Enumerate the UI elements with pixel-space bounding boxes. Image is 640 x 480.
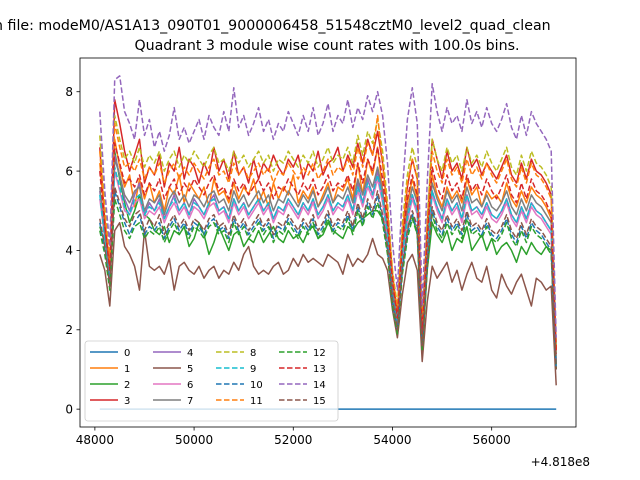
x-tick-label: 54000 — [373, 433, 411, 447]
legend-label-2: 2 — [124, 380, 130, 391]
series-line-12 — [99, 198, 557, 370]
series-line-14 — [99, 75, 557, 338]
series-line-3 — [99, 98, 557, 350]
y-tick-label: 2 — [65, 323, 73, 337]
legend-label-4: 4 — [187, 348, 193, 359]
x-tick-label: 56000 — [473, 433, 511, 447]
series-line-1 — [99, 138, 557, 354]
legend-label-3: 3 — [124, 396, 130, 407]
legend-box — [84, 340, 339, 422]
axes-frame — [79, 57, 577, 428]
legend-label-13: 13 — [313, 364, 326, 375]
legend-label-10: 10 — [250, 380, 263, 391]
legend-label-5: 5 — [187, 364, 193, 375]
y-tick-label: 0 — [65, 402, 73, 416]
legend-label-11: 11 — [250, 396, 263, 407]
legend-label-14: 14 — [313, 380, 326, 391]
legend-label-8: 8 — [250, 348, 256, 359]
series-line-4 — [99, 154, 557, 362]
series-line-15 — [99, 186, 557, 370]
series-line-6 — [99, 170, 557, 366]
series-line-7 — [99, 158, 557, 362]
series-line-10 — [99, 190, 557, 370]
legend-label-15: 15 — [313, 396, 326, 407]
series-line-9 — [99, 166, 557, 366]
legend-label-7: 7 — [187, 396, 193, 407]
legend-label-0: 0 — [124, 348, 130, 359]
y-tick-label: 8 — [65, 85, 73, 99]
legend-label-1: 1 — [124, 364, 130, 375]
x-offset-label: +4.818e8 — [531, 455, 590, 469]
series-line-11 — [99, 114, 557, 350]
plot-area: 48000 50000 52000 54000 56000024680123456789… — [65, 57, 577, 447]
y-tick-label: 4 — [65, 244, 73, 258]
series-line-13 — [99, 142, 557, 354]
legend-label-9: 9 — [250, 364, 256, 375]
x-tick-label: 48000 — [76, 433, 114, 447]
series-line-8 — [99, 114, 557, 346]
chart-title: Quadrant 3 module wise count rates with … — [134, 38, 519, 54]
figure-suptitle: n file: modeM0/AS1A13_090T01_9000006458_… — [0, 18, 551, 34]
legend-label-6: 6 — [187, 380, 193, 391]
x-tick-label: 50000 — [175, 433, 213, 447]
y-tick-label: 6 — [65, 164, 73, 178]
series-line-5 — [99, 221, 557, 386]
legend-label-12: 12 — [313, 348, 326, 359]
x-tick-label: 52000 — [274, 433, 312, 447]
